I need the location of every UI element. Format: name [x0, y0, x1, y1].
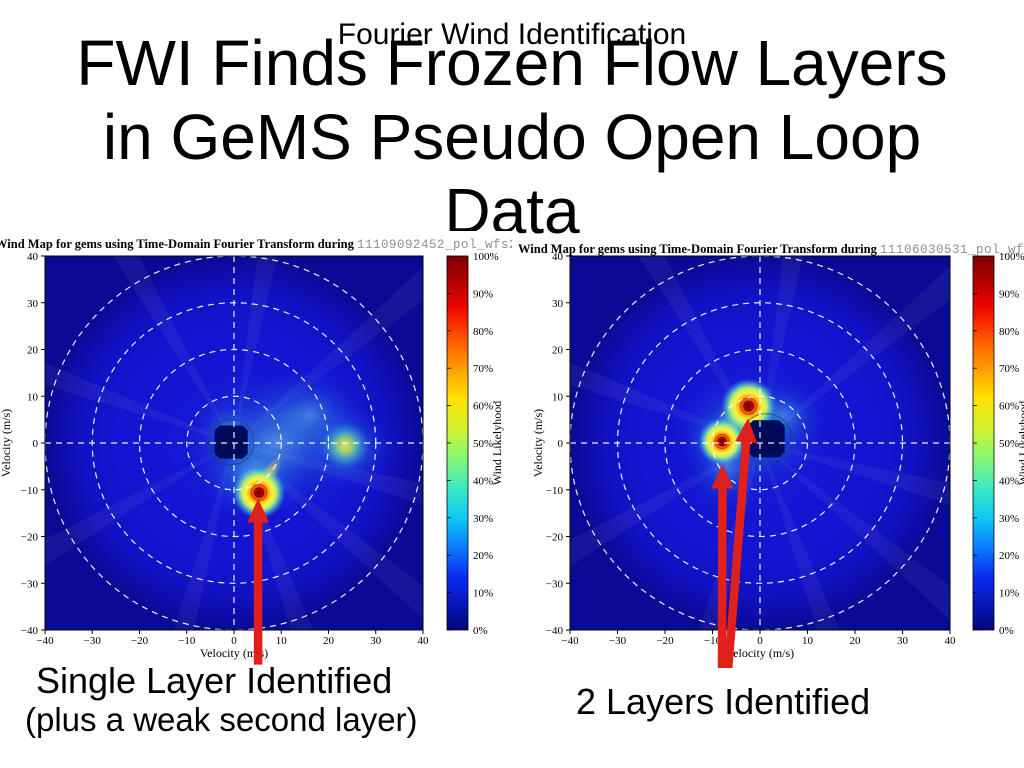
- colorbar-label: Wind Likelyhood: [1016, 401, 1024, 486]
- y-tick-label: 40: [552, 251, 564, 263]
- figure-title-right-text: Wind Map for gems using Time-Domain Four…: [518, 242, 880, 256]
- x-tick-label: 30: [897, 635, 909, 647]
- y-tick-label: 0: [558, 438, 564, 450]
- colorbar-tick-label: 80%: [473, 326, 493, 338]
- colorbar-tick-label: 60%: [473, 401, 493, 413]
- colorbar-tick-label: 10%: [473, 588, 493, 600]
- x-tick-label: −20: [656, 635, 674, 647]
- colorbar-tick-label: 70%: [473, 363, 493, 375]
- x-tick-label: 10: [276, 635, 288, 647]
- colorbar-tick-label: 90%: [999, 288, 1019, 300]
- figure-title-left-text: Wind Map for gems using Time-Domain Four…: [0, 237, 357, 251]
- wind-map-plot-right: −40 −30 −20 −10 0 10 20 30 40 40 30 20 10 0 −10 −20 −30 −…: [531, 251, 1024, 668]
- center-mask-ring: [207, 418, 255, 466]
- x-axis-label: Velocity (m/s): [200, 646, 268, 660]
- y-tick-label: −30: [546, 578, 564, 590]
- colorbar-tick-label: 80%: [999, 326, 1019, 338]
- x-tick-label: −10: [178, 635, 196, 647]
- plot-area: [570, 256, 950, 630]
- annotation-arrow: [723, 418, 758, 668]
- colorbar-tick-label: 20%: [473, 550, 493, 562]
- caption-single-layer: Single Layer Identified: [36, 660, 393, 701]
- x-tick-label: −10: [704, 635, 722, 647]
- colorbar: 100% 90% 80% 70% 60% 50% 40% 30% 20% 10% 0% Wind Li…: [972, 251, 1024, 637]
- y-tick-label: 20: [552, 345, 564, 357]
- y-tick-label: −10: [546, 485, 564, 497]
- y-tick-label: 30: [552, 298, 564, 310]
- wind-map-figure-left: Wind Map for gems using Time-Domain Four…: [0, 231, 512, 665]
- x-tick-label: 20: [323, 635, 335, 647]
- layer-hotspot: [721, 378, 777, 434]
- colorbar-tick-label: 0%: [473, 625, 488, 637]
- colorbar-tick-label: 30%: [473, 513, 493, 525]
- wind-map-figure-right: Wind Map for gems using Time-Domain Four…: [518, 238, 1024, 668]
- y-tick-label: −40: [546, 625, 564, 637]
- colorbar-tick-label: 70%: [999, 363, 1019, 375]
- y-tick-label: 20: [27, 345, 39, 357]
- x-tick-label: 0: [231, 635, 237, 647]
- colorbar-tick-label: 100%: [999, 251, 1024, 263]
- y-tick-label: −10: [21, 485, 39, 497]
- colorbar: 100% 90% 80% 70% 60% 50% 40% 30% 20% 10% 0% Wind Li…: [446, 251, 504, 637]
- grid-circle: [711, 395, 809, 491]
- x-tick-label: −20: [131, 635, 149, 647]
- layer-hotspot: [232, 466, 286, 520]
- axes: −40 −30 −20 −10 0 10 20 30 40 40 30 20 10 0 −10 −20 −30 −…: [531, 251, 956, 660]
- colorbar-tick-label: 0%: [999, 625, 1014, 637]
- slide-title-line-1: FWI Finds Frozen Flow Layers: [76, 27, 948, 99]
- colorbar-tick-label: 40%: [473, 475, 493, 487]
- caption-weak-second-layer: (plus a weak second layer): [25, 701, 418, 738]
- colorbar-tick-label: 50%: [999, 438, 1019, 450]
- y-tick-label: −20: [21, 532, 39, 544]
- colorbar-label: Wind Likelyhood: [490, 401, 504, 486]
- y-tick-label: 10: [552, 391, 564, 403]
- colorbar-tick-label: 60%: [999, 401, 1019, 413]
- layer-hotspot: [698, 417, 746, 466]
- x-tick-label: −40: [36, 635, 54, 647]
- x-tick-label: 20: [850, 635, 862, 647]
- y-axis-label: Velocity (m/s): [0, 409, 13, 477]
- x-tick-label: −30: [609, 635, 627, 647]
- colorbar-tick-label: 10%: [999, 588, 1019, 600]
- y-tick-label: −20: [546, 532, 564, 544]
- annotation-arrow: [711, 464, 734, 668]
- colorbar-tick-label: 40%: [999, 475, 1019, 487]
- colorbar-tick-label: 20%: [999, 550, 1019, 562]
- slide-title-line-2: in GeMS Pseudo Open Loop: [102, 101, 922, 173]
- x-tick-label: −30: [84, 635, 102, 647]
- weak-layer-blob: [321, 421, 369, 469]
- y-tick-label: 10: [27, 391, 39, 403]
- y-tick-label: 40: [27, 251, 39, 263]
- y-tick-label: 30: [27, 298, 39, 310]
- colorbar-tick-label: 50%: [473, 438, 493, 450]
- colorbar-tick-label: 100%: [473, 251, 499, 263]
- annotation-arrow: [247, 498, 270, 665]
- x-tick-label: 40: [418, 635, 430, 647]
- x-tick-label: −40: [561, 635, 579, 647]
- caption-two-layers: 2 Layers Identified: [576, 681, 871, 722]
- x-axis-label: Velocity (m/s): [726, 646, 794, 660]
- figure-title-left: Wind Map for gems using Time-Domain Four…: [0, 237, 512, 252]
- x-tick-label: 0: [757, 635, 763, 647]
- y-tick-label: −40: [21, 625, 39, 637]
- colorbar-tick-label: 90%: [473, 288, 493, 300]
- axes: −40 −30 −20 −10 0 10 20 30 40 40 30 20 10 0 −10 −20 −30 −…: [0, 251, 429, 660]
- slide-title: FWI Finds Frozen Flow Layers in GeMS Pse…: [0, 26, 1024, 248]
- y-axis-label: Velocity (m/s): [531, 409, 545, 477]
- dataset-id-right: 11106030531_pol_wfs2: [879, 243, 1024, 257]
- wind-map-plot-left: −40 −30 −20 −10 0 10 20 30 40 40 30 20 10 0 −10 −20 −30 −…: [0, 251, 504, 665]
- center-mask-square: [747, 420, 785, 458]
- y-tick-label: 0: [33, 438, 39, 450]
- figure-title-right: Wind Map for gems using Time-Domain Four…: [518, 242, 1024, 257]
- center-mask-square: [214, 425, 248, 459]
- plot-area: [45, 256, 423, 630]
- x-tick-label: 40: [945, 635, 957, 647]
- slide-subtitle: Fourier Wind Identification: [337, 18, 687, 51]
- y-tick-label: −30: [21, 578, 39, 590]
- dataset-id-left: 11109092452_pol_wfs2: [356, 238, 512, 252]
- colorbar-tick-label: 30%: [999, 513, 1019, 525]
- x-tick-label: 10: [802, 635, 814, 647]
- x-tick-label: 30: [370, 635, 382, 647]
